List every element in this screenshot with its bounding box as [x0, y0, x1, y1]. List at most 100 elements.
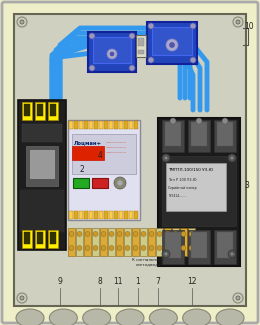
Bar: [129, 211, 133, 219]
Bar: [37, 232, 43, 244]
Bar: [37, 104, 43, 116]
Bar: [116, 228, 123, 256]
Bar: [50, 232, 56, 244]
Circle shape: [110, 52, 114, 56]
Circle shape: [170, 118, 176, 124]
Ellipse shape: [149, 309, 177, 325]
Text: 12: 12: [187, 278, 197, 287]
Circle shape: [189, 245, 194, 251]
Text: ТУ3414-……: ТУ3414-……: [168, 194, 186, 198]
Ellipse shape: [49, 309, 77, 325]
Bar: [140, 228, 147, 256]
Bar: [99, 121, 103, 129]
Circle shape: [222, 118, 228, 124]
Circle shape: [228, 154, 236, 162]
Circle shape: [129, 33, 135, 39]
Bar: [188, 228, 195, 256]
Bar: [24, 232, 30, 244]
Bar: [69, 211, 73, 219]
Bar: [147, 22, 197, 64]
Circle shape: [181, 231, 186, 237]
Bar: [84, 211, 88, 219]
Text: 2: 2: [80, 165, 84, 175]
Circle shape: [85, 245, 90, 251]
Bar: [124, 211, 128, 219]
Bar: [188, 230, 210, 264]
Circle shape: [149, 245, 154, 251]
Circle shape: [173, 245, 178, 251]
Bar: [94, 211, 98, 219]
Bar: [164, 228, 171, 256]
Circle shape: [157, 231, 162, 237]
Bar: [92, 228, 99, 256]
Bar: [72, 146, 104, 160]
Circle shape: [231, 253, 233, 255]
Circle shape: [165, 245, 170, 251]
Circle shape: [117, 231, 122, 237]
Bar: [158, 118, 240, 266]
Bar: [20, 190, 64, 232]
Circle shape: [233, 293, 243, 303]
Ellipse shape: [216, 309, 244, 325]
Text: 4: 4: [98, 150, 102, 160]
Bar: [124, 228, 131, 256]
Circle shape: [165, 253, 167, 255]
Ellipse shape: [116, 309, 144, 325]
Bar: [172, 228, 179, 256]
Circle shape: [107, 49, 117, 59]
Circle shape: [20, 296, 24, 300]
Bar: [89, 121, 93, 129]
Circle shape: [125, 231, 130, 237]
Text: ТМПТЛ-100/150 УЗ-Ю: ТМПТЛ-100/150 УЗ-Ю: [168, 168, 213, 172]
Circle shape: [173, 231, 178, 237]
Bar: [79, 121, 83, 129]
Circle shape: [162, 154, 170, 162]
Bar: [72, 134, 136, 174]
Bar: [99, 211, 103, 219]
Bar: [114, 121, 118, 129]
Circle shape: [93, 231, 98, 237]
Bar: [93, 37, 131, 63]
Bar: [180, 228, 187, 256]
Circle shape: [190, 23, 196, 29]
Text: 11: 11: [113, 278, 123, 287]
Circle shape: [20, 20, 24, 24]
Bar: [129, 121, 133, 129]
Circle shape: [77, 245, 82, 251]
Circle shape: [17, 17, 27, 27]
Circle shape: [196, 118, 202, 124]
Bar: [22, 124, 62, 142]
Bar: [138, 38, 144, 46]
Bar: [22, 230, 32, 248]
Bar: [89, 211, 93, 219]
Bar: [22, 102, 32, 120]
Bar: [108, 228, 115, 256]
Bar: [217, 122, 233, 146]
Circle shape: [17, 293, 27, 303]
Bar: [132, 228, 139, 256]
Bar: [88, 32, 136, 72]
Bar: [138, 50, 144, 54]
Circle shape: [125, 245, 130, 251]
Circle shape: [148, 57, 154, 63]
Text: Лоцман+: Лоцман+: [74, 140, 102, 145]
Bar: [156, 228, 163, 256]
Circle shape: [77, 231, 82, 237]
Bar: [188, 120, 210, 152]
Bar: [50, 104, 56, 116]
Ellipse shape: [83, 309, 111, 325]
Bar: [134, 121, 138, 129]
Bar: [109, 211, 113, 219]
Bar: [136, 35, 146, 57]
Bar: [165, 122, 181, 146]
Bar: [162, 230, 184, 264]
Bar: [18, 100, 66, 250]
Bar: [119, 121, 123, 129]
Text: 3: 3: [245, 180, 249, 189]
Bar: [114, 211, 118, 219]
Circle shape: [69, 245, 74, 251]
Bar: [214, 230, 236, 264]
Text: ——————: ——————: [106, 150, 127, 154]
FancyBboxPatch shape: [2, 2, 258, 323]
Circle shape: [109, 231, 114, 237]
